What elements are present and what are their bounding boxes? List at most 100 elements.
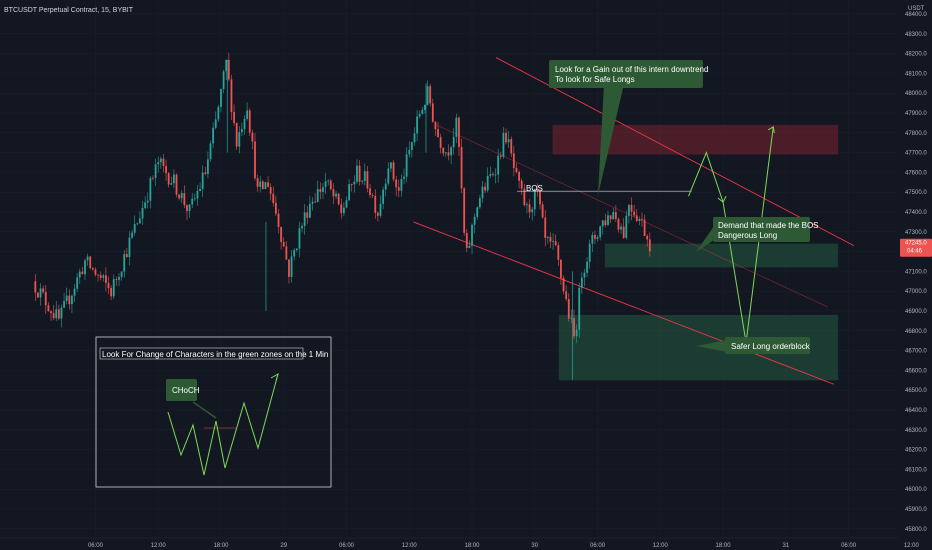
candle-body <box>596 237 599 239</box>
candle-body <box>400 178 403 191</box>
candle-body <box>554 241 557 246</box>
candle-body <box>539 190 541 205</box>
candle-body <box>84 260 86 275</box>
candle-body <box>549 236 552 242</box>
price-tick-label: 46300.0 <box>905 428 927 434</box>
candle-body <box>167 173 170 185</box>
candle-body <box>481 186 484 199</box>
candle-body <box>120 271 123 277</box>
candle-body <box>89 256 92 269</box>
candle-body <box>502 132 505 157</box>
candle-body <box>149 177 152 201</box>
candle-body <box>458 117 460 147</box>
price-tick-label: 48300.0 <box>905 32 927 38</box>
candle-body <box>580 277 583 288</box>
candle-body <box>306 212 309 218</box>
price-tick-label: 46600.0 <box>905 368 927 374</box>
candle-body <box>366 171 369 189</box>
candle-body <box>337 193 340 205</box>
candlesticks[interactable] <box>34 52 651 381</box>
overlay-layer <box>516 126 775 343</box>
candle-body <box>363 171 366 181</box>
candle-body <box>165 165 167 174</box>
candle-body <box>238 132 241 147</box>
projection-arrow-mid <box>717 195 727 203</box>
candle-body <box>246 110 249 119</box>
candle-body <box>342 207 345 214</box>
candle-body <box>473 216 476 225</box>
price-tick-label: 46500.0 <box>905 388 927 394</box>
price-tick-label: 45800.0 <box>905 527 927 533</box>
candle-body <box>348 184 351 201</box>
price-tick-label: 48200.0 <box>905 52 927 58</box>
candle-body <box>408 150 411 155</box>
price-tick-label: 47400.0 <box>905 210 927 216</box>
candle-body <box>601 220 604 227</box>
candle-body <box>52 313 55 319</box>
candle-body <box>44 292 47 306</box>
candle-body <box>133 224 136 233</box>
candle-body <box>141 207 144 219</box>
candle-body <box>183 193 186 206</box>
price-tick-label: 47700.0 <box>905 151 927 157</box>
price-tick-label: 48400.0 <box>905 12 927 18</box>
candle-body <box>510 139 513 154</box>
candle-body <box>34 281 37 293</box>
candle-body <box>308 203 311 218</box>
price-tick-label: 47800.0 <box>905 131 927 137</box>
candle-body <box>560 259 562 278</box>
candle-body <box>214 119 217 128</box>
candle-body <box>293 250 296 257</box>
price-tick-label: 46400.0 <box>905 408 927 414</box>
candle-body <box>614 212 617 220</box>
candle-body <box>575 329 578 337</box>
time-tick-label: 18:00 <box>465 543 481 549</box>
last-price-countdown: 04:46 <box>907 249 923 255</box>
candle-body <box>47 305 50 312</box>
candle-body <box>413 133 416 143</box>
candle-body <box>233 111 235 123</box>
candle-body <box>222 71 225 90</box>
time-tick-label: 06:00 <box>590 543 606 549</box>
candle-body <box>434 121 437 130</box>
time-tick-label: 12:00 <box>653 543 669 549</box>
price-axis[interactable] <box>898 0 932 538</box>
price-tick-label: 48000.0 <box>905 91 927 97</box>
candle-body <box>387 168 390 184</box>
price-tick-label: 46000.0 <box>905 487 927 493</box>
candle-body <box>191 198 194 205</box>
candle-body <box>178 194 181 199</box>
time-tick-label: 29 <box>280 543 287 549</box>
candle-body <box>439 137 442 148</box>
candle-body <box>617 219 620 230</box>
candle-body <box>157 162 160 165</box>
candle-body <box>340 204 343 214</box>
candle-body <box>552 241 554 242</box>
candle-body <box>154 164 157 178</box>
candle-body <box>316 189 319 202</box>
time-tick-label: 30 <box>531 543 538 549</box>
candle-body <box>528 204 531 213</box>
candle-body <box>131 232 133 238</box>
candle-body <box>199 188 201 191</box>
price-tick-label: 46900.0 <box>905 309 927 315</box>
candle-body <box>295 248 298 251</box>
channel-layer <box>413 57 855 385</box>
candle-body <box>471 224 473 246</box>
candle-body <box>50 311 52 314</box>
candle-body <box>489 174 492 176</box>
candle-body <box>99 275 102 278</box>
candle-body <box>220 89 222 107</box>
candle-body <box>455 117 458 137</box>
candle-body <box>91 268 94 270</box>
time-axis[interactable] <box>0 538 898 550</box>
candle-body <box>188 204 191 211</box>
callout-gain-line1: Look for a Gain out of this intern downt… <box>555 65 708 74</box>
candle-body <box>146 200 149 203</box>
candle-body <box>494 174 497 176</box>
candle-body <box>314 201 317 203</box>
candle-body <box>578 287 581 330</box>
currency-label: USDT <box>908 6 925 12</box>
time-tick-label: 06:00 <box>339 543 355 549</box>
